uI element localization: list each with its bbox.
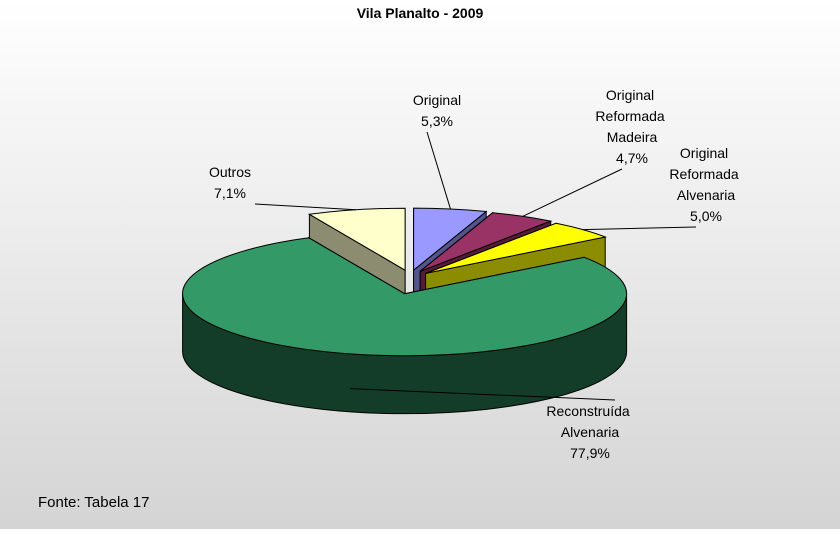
value-label: 77,9% bbox=[570, 445, 610, 461]
slice-label: Original Reformada Madeira bbox=[595, 87, 668, 145]
slice bbox=[413, 207, 488, 272]
slice-label: Reconstruída Alvenaria bbox=[546, 403, 633, 440]
slice-label: Original bbox=[413, 92, 461, 108]
leader-line bbox=[522, 168, 623, 217]
slice bbox=[182, 237, 628, 357]
leader-line bbox=[254, 203, 357, 211]
slice-label-line: Madeira bbox=[607, 129, 658, 145]
value-label: 4,7% bbox=[616, 150, 648, 166]
chart-title: Vila Planalto - 2009 bbox=[357, 5, 484, 21]
value-label: 5,0% bbox=[690, 208, 722, 224]
slice-label-line: Alvenaria bbox=[561, 424, 620, 440]
labels: Original 5,3% Original Reformada Madeira 4,… bbox=[209, 87, 743, 461]
pie bbox=[182, 207, 628, 415]
slice-label: Outros bbox=[209, 164, 251, 180]
value-label: 7,1% bbox=[214, 185, 246, 201]
slice bbox=[419, 212, 553, 272]
slice-label-line: Outros bbox=[209, 164, 251, 180]
slice-label-line: Original bbox=[413, 92, 461, 108]
leader-line bbox=[582, 226, 697, 231]
value-label: 5,3% bbox=[421, 113, 453, 129]
slice-label-line: Original bbox=[606, 87, 658, 103]
leader-line bbox=[350, 388, 616, 401]
slice bbox=[307, 207, 406, 272]
slice-label: Original Reformada Alvenaria bbox=[669, 145, 742, 203]
slice-label-line: Alvenaria bbox=[677, 187, 736, 203]
footnote: Fonte: Tabela 17 bbox=[38, 494, 149, 511]
slice-label-line: Reconstruída bbox=[546, 403, 633, 419]
slice-label-line: Original bbox=[680, 145, 732, 161]
slice bbox=[425, 222, 607, 274]
slice-label-line: Reformada bbox=[595, 108, 668, 124]
leader-line bbox=[426, 131, 451, 210]
slice-label-line: Reformada bbox=[669, 166, 742, 182]
